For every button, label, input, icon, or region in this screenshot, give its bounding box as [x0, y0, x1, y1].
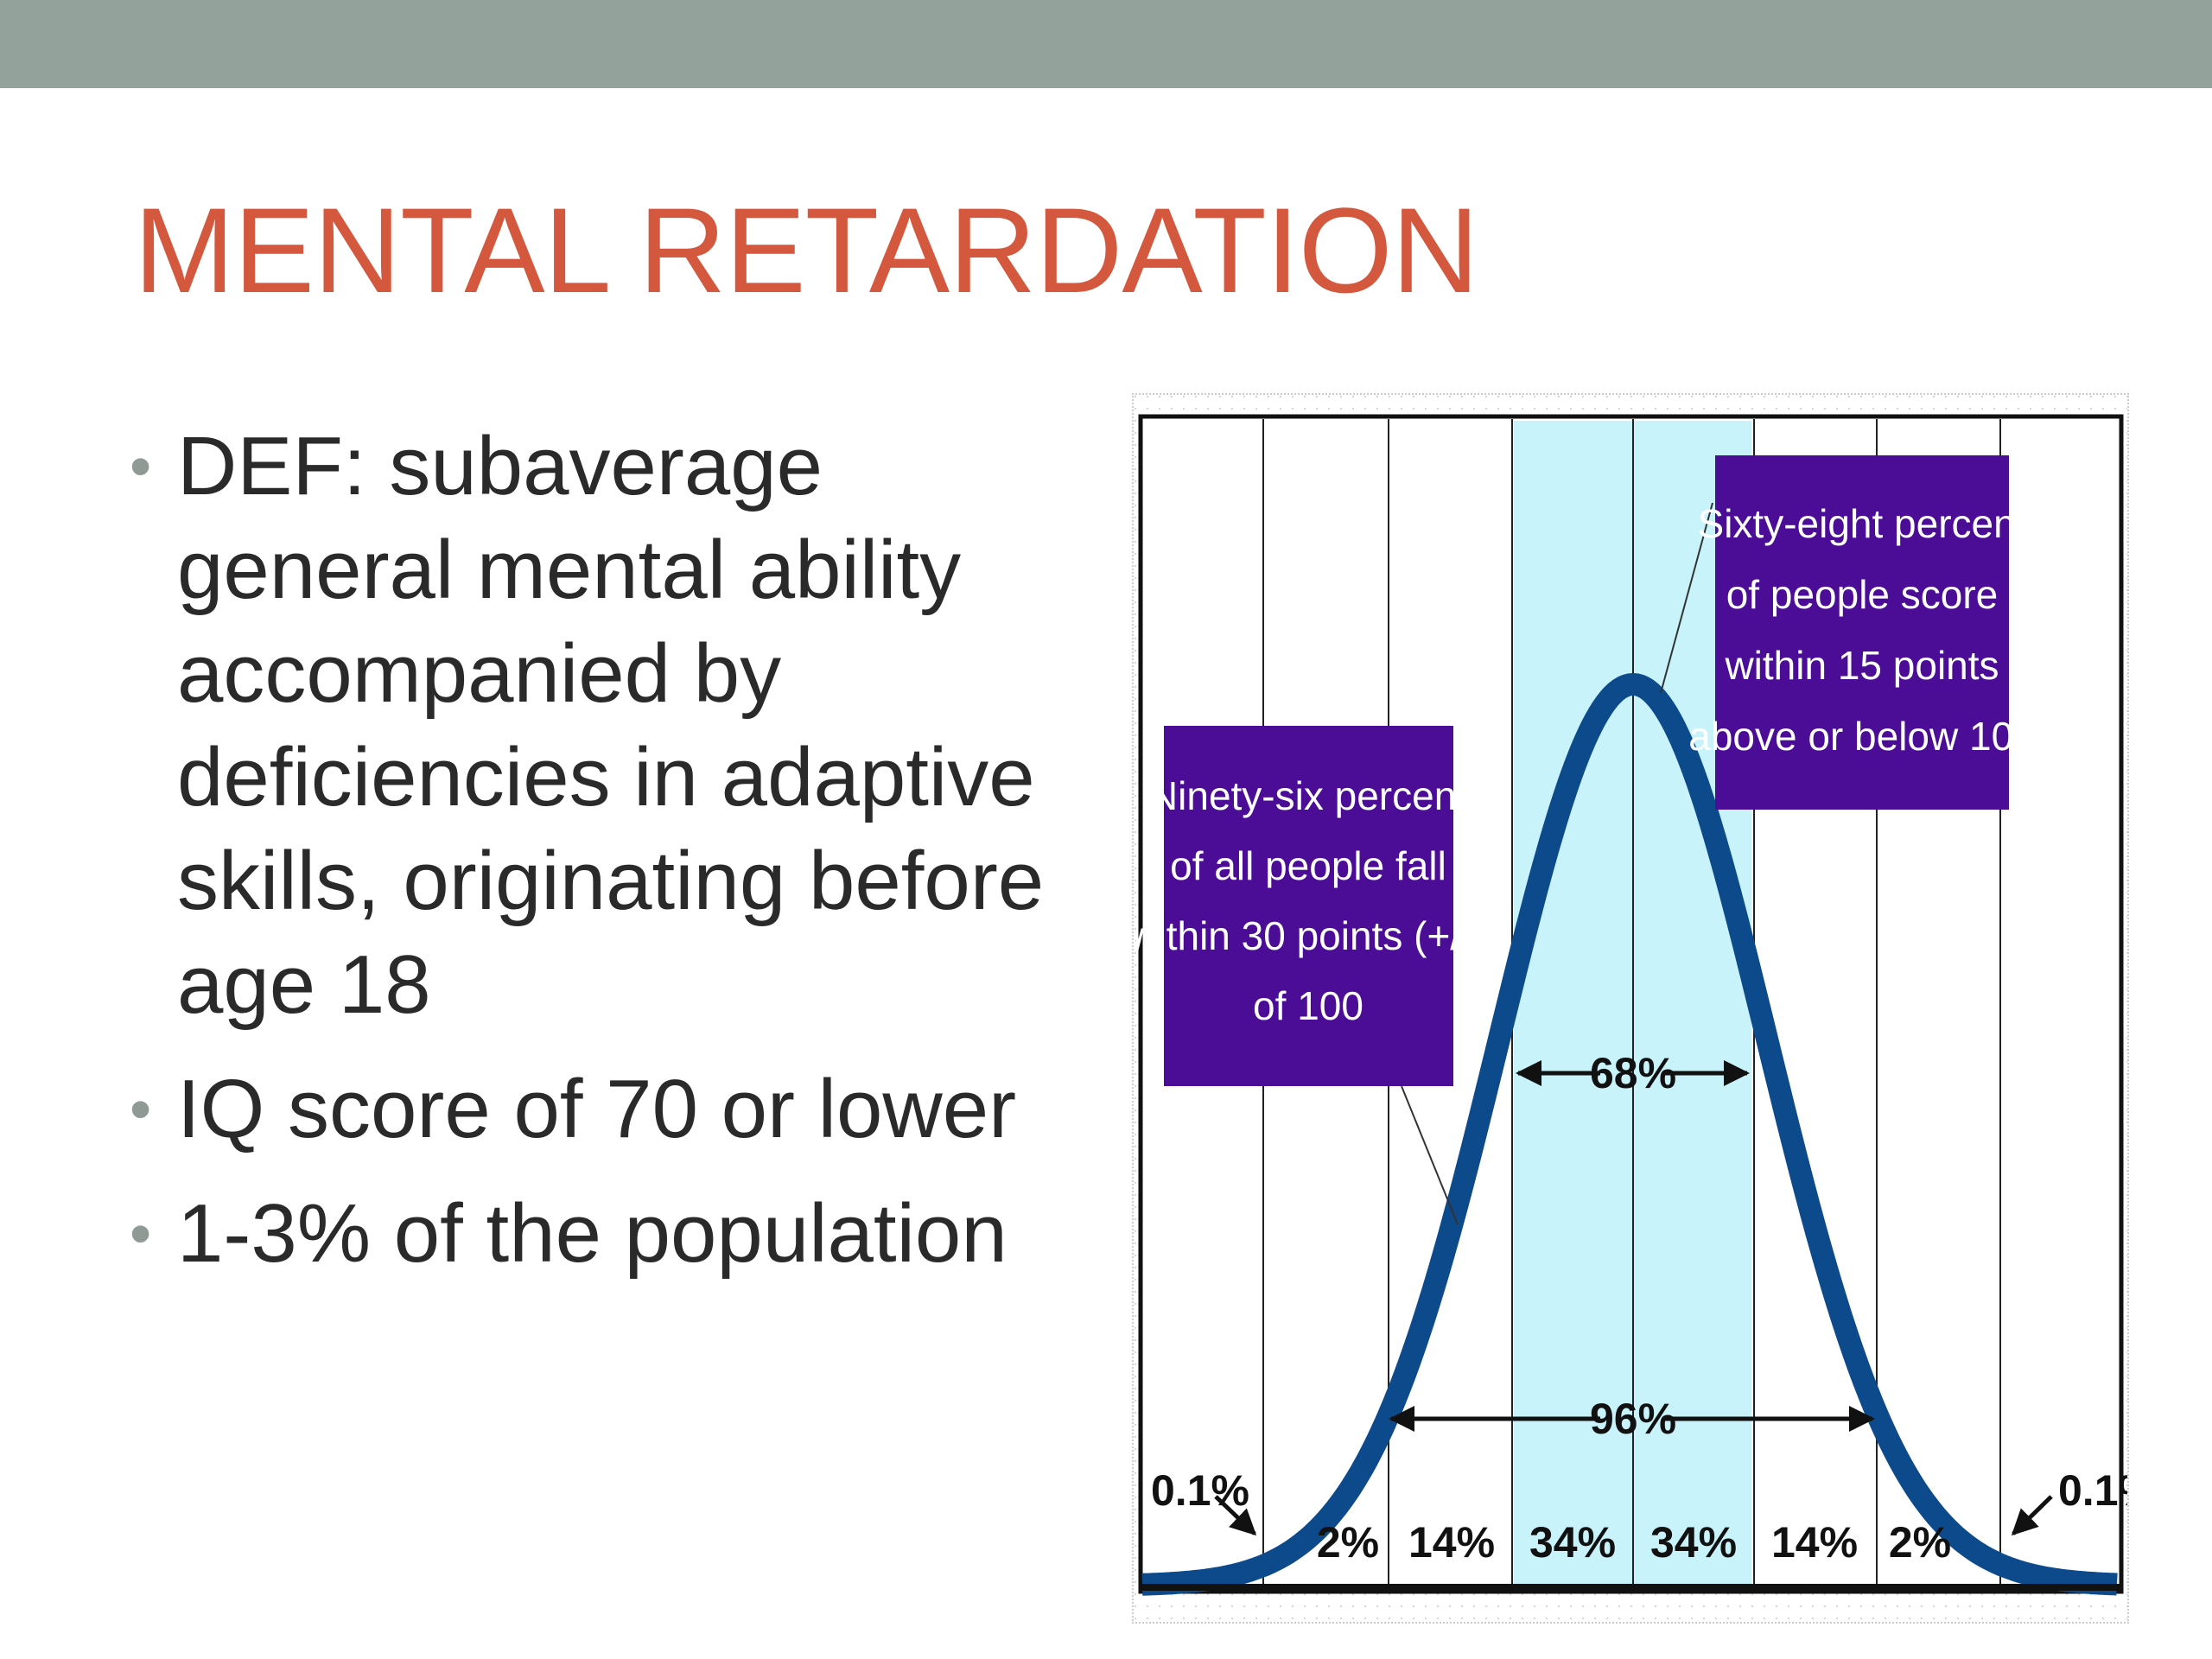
- bullet-item: • 1-3% of the population: [130, 1182, 1097, 1286]
- bell-curve-figure: Ninety-six percent of all people fall wi…: [1132, 393, 2129, 1624]
- bullet-text: IQ score of 70 or lower: [177, 1063, 1017, 1155]
- callout-96-line: within 30 points (+/-): [1134, 913, 1488, 958]
- bullet-dot-icon: •: [130, 1075, 152, 1144]
- bullet-text: DEF: subaverage general mental ability a…: [177, 420, 1045, 1031]
- arrow-68-label: 68%: [1590, 1049, 1676, 1097]
- callout-68-line: within 15 points: [1724, 643, 1999, 688]
- top-bar: [0, 0, 2212, 88]
- bullet-item: • IQ score of 70 or lower: [130, 1058, 1097, 1161]
- callout-68-line: of people score: [1726, 572, 1999, 617]
- bullet-dot-icon: •: [130, 432, 152, 501]
- arrow-96-label: 96%: [1590, 1395, 1676, 1443]
- band-label: 34%: [1650, 1518, 1737, 1567]
- callout-96-line: Ninety-six percent: [1149, 773, 1467, 818]
- callout-68-box: [1715, 455, 2009, 810]
- band-label: 14%: [1408, 1518, 1495, 1567]
- tail-right-arrow: [2011, 1495, 2053, 1536]
- bullet-list: • DEF: subaverage general mental ability…: [130, 415, 1097, 1306]
- tail-left-label: 0.1%: [1151, 1466, 1249, 1515]
- callout-68-pointer: [1660, 502, 1713, 694]
- band-label: 14%: [1771, 1518, 1858, 1567]
- callout-68-line: above or below 100: [1688, 714, 2036, 759]
- bell-curve-svg: Ninety-six percent of all people fall wi…: [1134, 395, 2127, 1622]
- callout-96-box: [1164, 726, 1453, 1086]
- bullet-item: • DEF: subaverage general mental ability…: [130, 415, 1097, 1037]
- callout-96-pointer: [1401, 1085, 1459, 1225]
- band-label: 2%: [1317, 1518, 1379, 1567]
- callout-96-line: of all people fall: [1170, 843, 1446, 888]
- band-label: 2%: [1889, 1518, 1951, 1567]
- callout-96-line: of 100: [1253, 983, 1363, 1028]
- bullet-dot-icon: •: [130, 1199, 152, 1268]
- tail-right-label: 0.1%: [2058, 1466, 2127, 1515]
- tail-left-arrow: [1214, 1495, 1257, 1536]
- slide-title: MENTAL RETARDATION: [134, 182, 1479, 318]
- band-label: 34%: [1529, 1518, 1616, 1567]
- callout-68-line: Sixty-eight percent: [1698, 501, 2027, 546]
- bell-curve-line: [1135, 673, 2125, 1596]
- bullet-text: 1-3% of the population: [177, 1187, 1007, 1280]
